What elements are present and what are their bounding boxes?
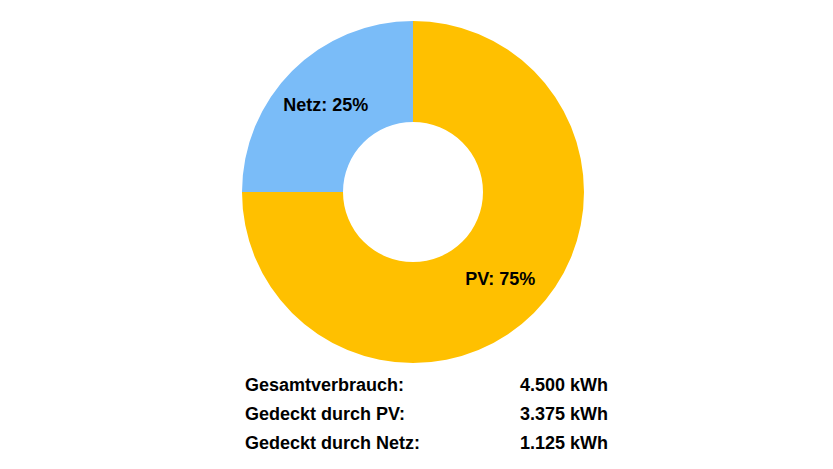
svg-text:1.125 kWh: 1.125 kWh	[520, 433, 608, 453]
svg-text:Netz: 25%: Netz: 25%	[283, 95, 368, 115]
svg-text:3.375 kWh: 3.375 kWh	[520, 404, 608, 424]
svg-text:Gedeckt durch Netz:: Gedeckt durch Netz:	[245, 433, 420, 453]
svg-text:Gedeckt durch PV:: Gedeckt durch PV:	[245, 404, 405, 424]
svg-text:4.500 kWh: 4.500 kWh	[520, 375, 608, 395]
svg-text:PV: 75%: PV: 75%	[465, 269, 535, 289]
svg-text:Gesamtverbrauch:: Gesamtverbrauch:	[245, 375, 404, 395]
